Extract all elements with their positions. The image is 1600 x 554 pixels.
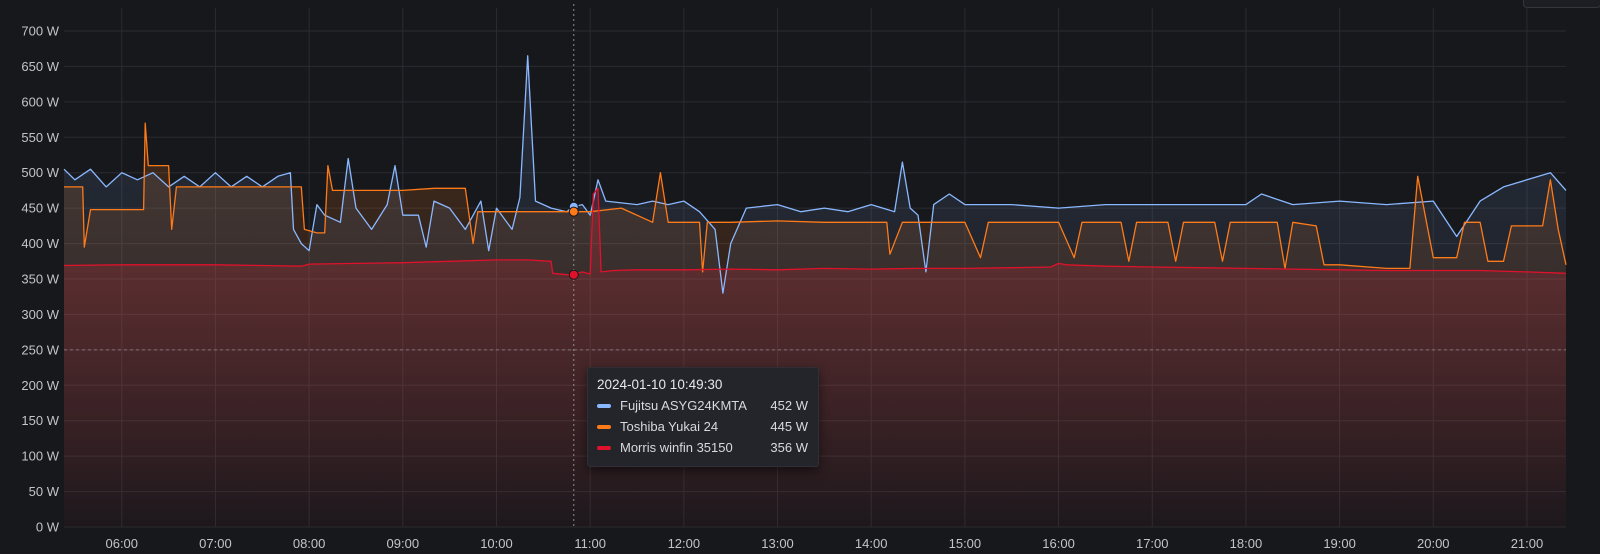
x-tick-label: 18:00	[1230, 536, 1263, 551]
y-tick-label: 200 W	[21, 378, 59, 393]
cursor-overlay	[64, 4, 1566, 527]
series-line	[63, 187, 1567, 276]
series-swatch	[597, 403, 611, 408]
y-tick-label: 650 W	[21, 59, 59, 74]
series-area-fill	[64, 55, 1566, 528]
y-tick-label: 550 W	[21, 130, 59, 145]
x-tick-label: 16:00	[1042, 536, 1075, 551]
tooltip-time: 2024-01-10 10:49:30	[597, 377, 723, 392]
y-tick-label: 700 W	[21, 24, 59, 39]
tooltip-series-name: Fujitsu ASYG24KMTA	[620, 398, 747, 413]
tooltip-series-value: 445 W	[770, 419, 808, 434]
tooltip-series-value: 356 W	[770, 440, 808, 455]
y-tick-label: 350 W	[21, 272, 59, 287]
y-tick-label: 150 W	[21, 413, 59, 428]
y-tick-label: 0 W	[36, 520, 60, 535]
y-tick-label: 400 W	[21, 236, 59, 251]
x-tick-label: 11:00	[574, 536, 606, 551]
series-swatch	[597, 445, 611, 450]
y-tick-label: 450 W	[21, 201, 59, 216]
y-tick-label: 250 W	[21, 342, 59, 357]
cursor-point	[568, 206, 579, 217]
tooltip-series-value: 452 W	[770, 398, 808, 413]
x-tick-label: 21:00	[1511, 536, 1544, 551]
x-tick-label: 14:00	[855, 536, 888, 551]
panel-menu-button[interactable]	[1523, 0, 1600, 8]
axes: 0 W 50 W 100 W 150 W 200 W 250 W 300 W 350 W 400…	[21, 24, 1543, 552]
x-tick-label: 19:00	[1323, 536, 1356, 551]
y-tick-label: 600 W	[21, 94, 59, 109]
series-line	[64, 122, 1567, 273]
tooltip-series-name: Toshiba Yukai 24	[620, 419, 719, 434]
hover-tooltip: 2024-01-10 10:49:30 Fujitsu ASYG24KMTA 4…	[587, 367, 819, 467]
tooltip-row: Morris winfin 35150 356 W	[597, 437, 808, 458]
x-tick-label: 06:00	[105, 536, 138, 551]
x-tick-label: 15:00	[949, 536, 982, 551]
x-tick-label: 13:00	[761, 536, 794, 551]
x-tick-label: 09:00	[387, 536, 420, 551]
x-tick-label: 17:00	[1136, 536, 1169, 551]
series-fills	[64, 55, 1566, 528]
x-tick-label: 08:00	[293, 536, 326, 551]
tooltip-series-name: Morris winfin 35150	[620, 440, 733, 455]
x-tick-label: 12:00	[668, 536, 701, 551]
cursor-point	[568, 269, 579, 280]
y-tick-label: 300 W	[21, 307, 59, 322]
y-tick-label: 50 W	[29, 484, 60, 499]
y-tick-label: 500 W	[21, 165, 59, 180]
tooltip-row: Toshiba Yukai 24 445 W	[597, 416, 808, 437]
x-tick-label: 10:00	[480, 536, 513, 551]
y-tick-label: 100 W	[21, 449, 59, 464]
tooltip-row: Fujitsu ASYG24KMTA 452 W	[597, 395, 808, 416]
x-tick-label: 07:00	[199, 536, 232, 551]
series-swatch	[597, 424, 611, 429]
x-tick-label: 20:00	[1417, 536, 1450, 551]
